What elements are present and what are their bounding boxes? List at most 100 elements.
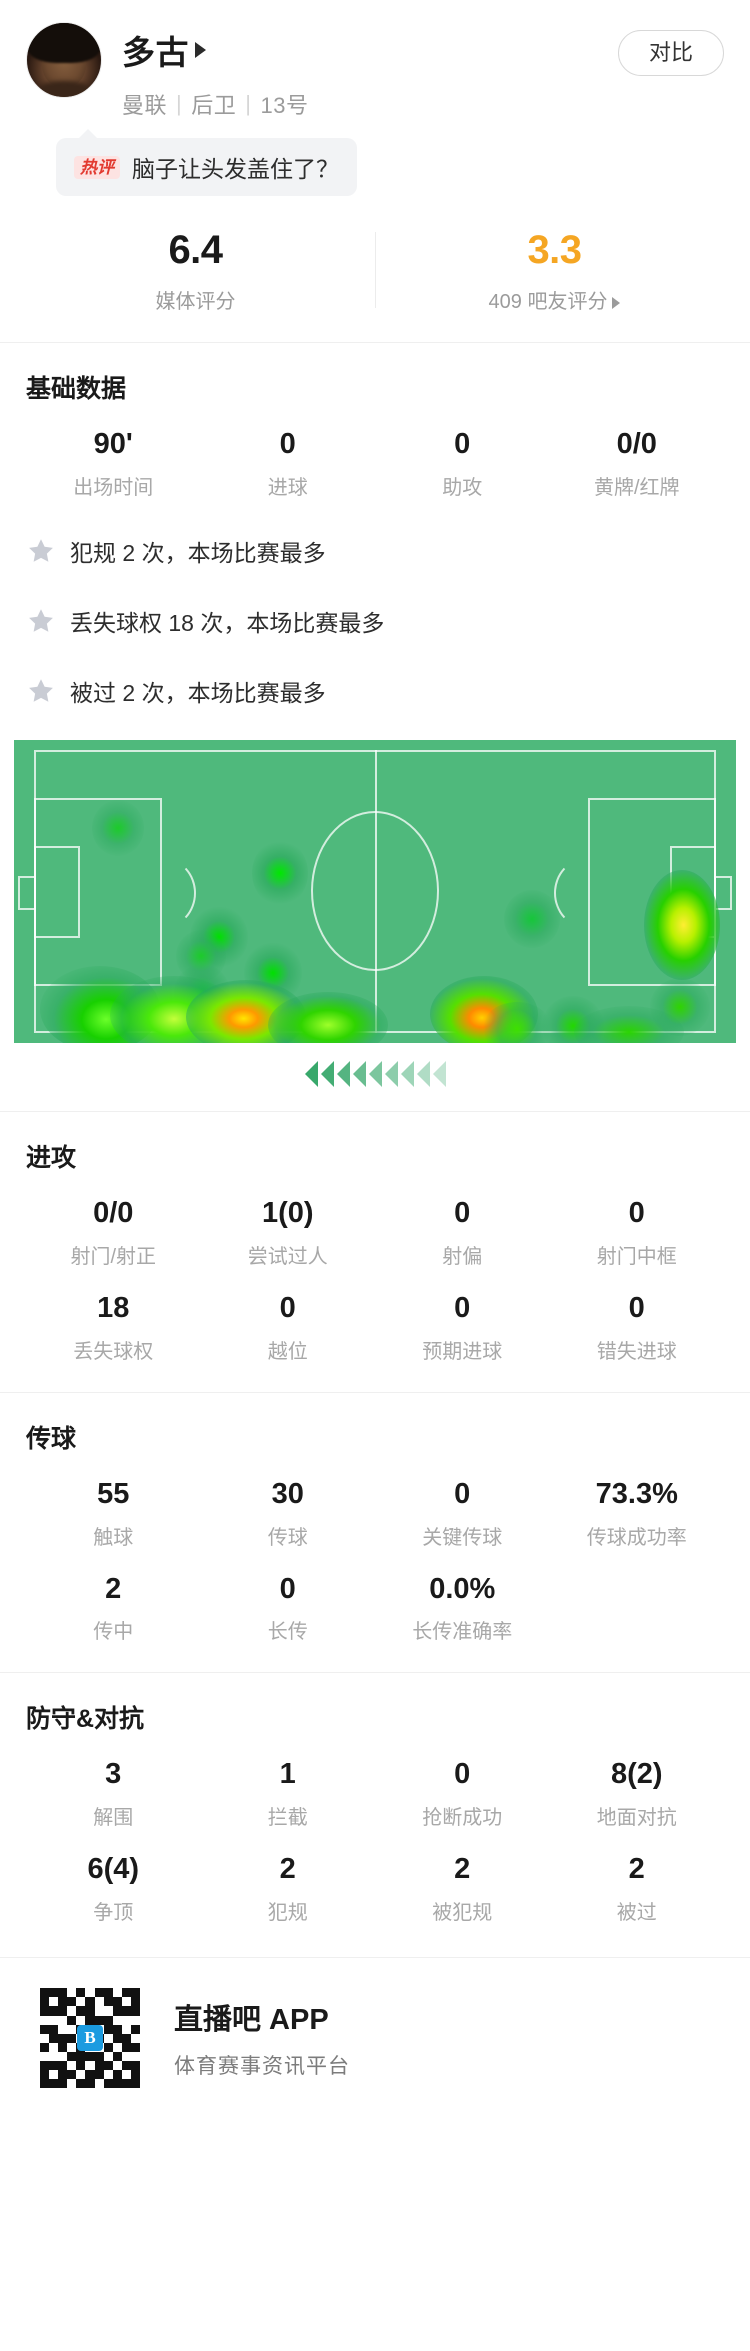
player-position: 后卫 (191, 93, 237, 118)
avatar-jaw-decoration (37, 80, 91, 97)
pitch-penalty-arc-right (554, 857, 618, 928)
chevron-right-icon[interactable] (612, 296, 621, 309)
pitch-six-yard-right (670, 845, 716, 938)
qr-code-pattern (40, 1988, 140, 2089)
stat-value: 0/0 (616, 428, 657, 460)
rating-media: 6.4 媒体评分 (16, 222, 375, 318)
app-footer: B 直播吧 APP 体育赛事资讯平台 (0, 1957, 750, 2118)
stat-cell: 1 拦截 (201, 1739, 376, 1834)
stat-value: 0 (454, 428, 471, 460)
qr-logo-icon: B (77, 2025, 103, 2052)
media-rating-value: 6.4 (168, 228, 223, 272)
stat-value: 0 (628, 1291, 645, 1324)
chevron-right-icon[interactable] (195, 42, 206, 58)
stat-cell: 0 射门中框 (550, 1178, 725, 1273)
stat-label: 长传 (267, 1621, 308, 1644)
stat-label: 传球成功率 (586, 1526, 687, 1549)
hot-comment-bubble[interactable]: 热评 脑子让头发盖住了？ (56, 129, 357, 196)
stat-label: 被过 (616, 1902, 657, 1925)
stat-label: 关键传球 (422, 1526, 503, 1549)
section-divider (0, 342, 750, 343)
list-item: 犯规 2 次，本场比赛最多 (26, 516, 724, 586)
stat-label: 越位 (267, 1340, 308, 1363)
fan-rating-label[interactable]: 409 吧友评分 (375, 285, 734, 314)
stat-cell: 0 抢断成功 (375, 1739, 550, 1834)
list-item: 丢失球权 18 次，本场比赛最多 (26, 586, 724, 656)
section-divider (0, 1672, 750, 1674)
rating-fans[interactable]: 3.3 409 吧友评分 (375, 222, 734, 318)
chevron-left-icon (416, 1060, 430, 1087)
passing-section: 传球 55 触球 30 传球 0 关键传球 73.3% 传球成功率 2 传中 0 长传 0.… (0, 1393, 750, 1649)
attack-stats-row-1: 0/0 射门/射正 1(0) 尝试过人 0 射偏 0 射门中框 (26, 1178, 724, 1273)
stat-value: 1 (279, 1758, 296, 1791)
stat-value: 2 (628, 1853, 645, 1886)
app-name: 直播吧 APP (174, 2004, 329, 2037)
player-team: 曼联 (122, 93, 168, 118)
stat-label: 丢失球权 (73, 1340, 154, 1363)
stat-label: 传球 (267, 1526, 308, 1549)
stat-value: 2 (105, 1572, 122, 1605)
meta-divider-icon: | (245, 91, 252, 116)
highlight-text: 丢失球权 18 次，本场比赛最多 (70, 609, 385, 636)
compare-button[interactable]: 对比 (617, 30, 724, 76)
stat-cell: 2 被犯规 (375, 1834, 550, 1929)
player-number: 13号 (260, 93, 309, 118)
stat-cell: 0 预期进球 (375, 1273, 550, 1368)
stat-label: 尝试过人 (247, 1245, 328, 1268)
avatar[interactable] (26, 22, 102, 98)
media-rating-label-text: 媒体评分 (155, 291, 236, 313)
player-name-row[interactable]: 多古 (122, 26, 308, 74)
passing-stats-row-1: 55 触球 30 传球 0 关键传球 73.3% 传球成功率 (26, 1459, 724, 1554)
hot-comment-badge: 热评 (74, 155, 120, 179)
star-icon (29, 609, 53, 632)
passing-stats-row-2: 2 传中 0 长传 0.0% 长传准确率 (26, 1554, 724, 1649)
player-identity: 多古 曼联 | 后卫 | 13号 (122, 22, 308, 120)
stat-value: 1(0) (261, 1196, 314, 1229)
stat-cell: 30 传球 (201, 1459, 376, 1554)
stat-label: 射门/射正 (70, 1245, 157, 1268)
attack-section: 进攻 0/0 射门/射正 1(0) 尝试过人 0 射偏 0 射门中框 18 丢失球权 0 越… (0, 1112, 750, 1368)
pitch-six-yard-left (34, 845, 80, 938)
stat-cell: 0 长传 (201, 1554, 376, 1649)
stat-cell: 0/0 射门/射正 (26, 1178, 201, 1273)
section-divider (0, 1391, 750, 1393)
player-meta: 曼联 | 后卫 | 13号 (122, 88, 308, 120)
stat-cell: 0 越位 (201, 1273, 376, 1368)
stat-label: 进球 (267, 476, 308, 499)
stat-cell: 18 丢失球权 (26, 1273, 201, 1368)
stat-label: 错失进球 (596, 1340, 677, 1363)
stat-cell-empty (550, 1554, 725, 1649)
list-item: 被过 2 次，本场比赛最多 (26, 656, 724, 726)
fan-rating-value: 3.3 (527, 228, 582, 272)
section-title-passing: 传球 (26, 1424, 77, 1453)
stat-label: 助攻 (442, 476, 483, 499)
stat-label: 传中 (93, 1621, 134, 1644)
stat-value: 0 (628, 1196, 645, 1229)
stat-cell: 2 被过 (550, 1834, 725, 1929)
player-header: 多古 曼联 | 后卫 | 13号 对比 (0, 0, 750, 120)
stat-cell: 0 射偏 (375, 1178, 550, 1273)
stat-label: 黄牌/红牌 (593, 476, 680, 499)
stat-cell: 0 进球 (201, 409, 376, 504)
page-title: 多古 (122, 34, 189, 71)
attack-direction-indicator (14, 1043, 736, 1087)
stat-value: 73.3% (595, 1477, 678, 1510)
stat-value: 0 (279, 1572, 296, 1605)
section-title-basic: 基础数据 (26, 375, 127, 403)
stat-value: 0 (279, 428, 296, 460)
stat-cell: 0 错失进球 (550, 1273, 725, 1368)
stat-cell: 0.0% 长传准确率 (375, 1554, 550, 1649)
section-title-attack: 进攻 (26, 1143, 77, 1172)
stat-value: 2 (454, 1853, 471, 1886)
qr-code[interactable]: B (40, 1988, 140, 2089)
stat-cell: 6(4) 争顶 (26, 1834, 201, 1929)
fan-rating-label-text: 409 吧友评分 (488, 291, 608, 313)
player-heatmap[interactable] (14, 739, 736, 1043)
stat-label: 解围 (93, 1807, 134, 1830)
chevron-left-icon (432, 1060, 446, 1087)
stat-cell: 90' 出场时间 (26, 409, 201, 504)
stat-value: 0 (279, 1291, 296, 1324)
stat-label: 长传准确率 (412, 1621, 513, 1644)
chevron-left-icon (384, 1060, 398, 1087)
meta-divider-icon: | (176, 91, 183, 116)
